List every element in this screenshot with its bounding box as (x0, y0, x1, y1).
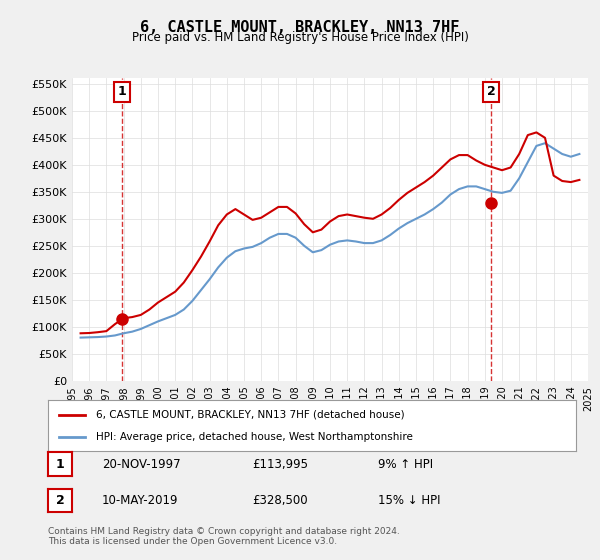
Text: 1: 1 (118, 85, 126, 99)
Text: £113,995: £113,995 (252, 458, 308, 471)
Text: 9% ↑ HPI: 9% ↑ HPI (378, 458, 433, 471)
Text: 2: 2 (487, 85, 496, 99)
Text: Contains HM Land Registry data © Crown copyright and database right 2024.
This d: Contains HM Land Registry data © Crown c… (48, 526, 400, 546)
Text: £328,500: £328,500 (252, 494, 308, 507)
Text: Price paid vs. HM Land Registry's House Price Index (HPI): Price paid vs. HM Land Registry's House … (131, 31, 469, 44)
Text: 6, CASTLE MOUNT, BRACKLEY, NN13 7HF (detached house): 6, CASTLE MOUNT, BRACKLEY, NN13 7HF (det… (95, 409, 404, 419)
Text: 1: 1 (56, 458, 64, 471)
Text: 10-MAY-2019: 10-MAY-2019 (102, 494, 179, 507)
Text: HPI: Average price, detached house, West Northamptonshire: HPI: Average price, detached house, West… (95, 432, 412, 442)
Text: 2: 2 (56, 494, 64, 507)
Text: 20-NOV-1997: 20-NOV-1997 (102, 458, 181, 471)
Text: 15% ↓ HPI: 15% ↓ HPI (378, 494, 440, 507)
Text: 6, CASTLE MOUNT, BRACKLEY, NN13 7HF: 6, CASTLE MOUNT, BRACKLEY, NN13 7HF (140, 20, 460, 35)
